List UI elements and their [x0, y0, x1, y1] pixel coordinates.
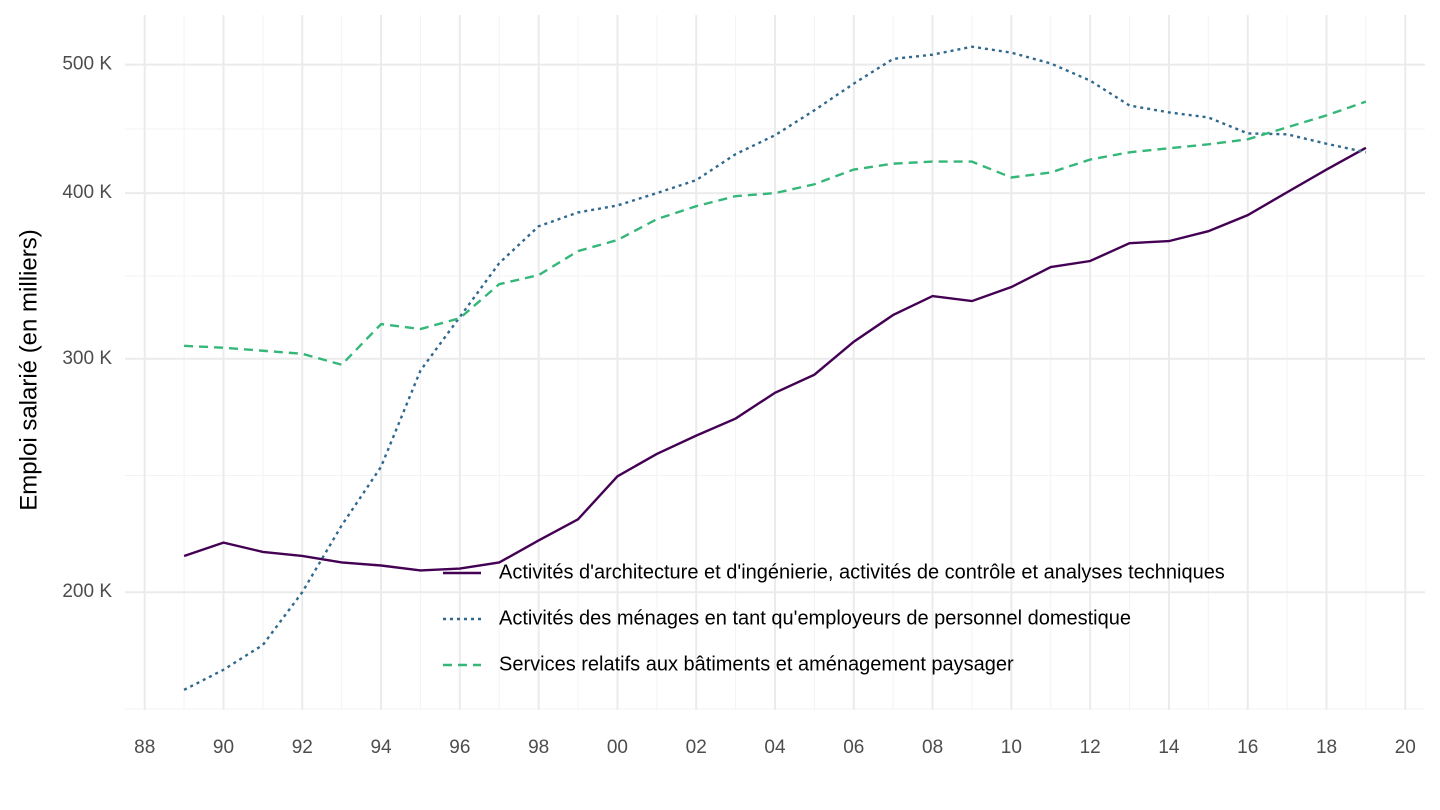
series-line: [184, 100, 1367, 367]
x-tick-label: 06: [843, 737, 864, 758]
x-tick-label: 20: [1395, 737, 1416, 758]
x-tick-label: 96: [449, 737, 470, 758]
series-line: [183, 45, 1367, 691]
y-axis-title: Emploi salarié (en milliers): [15, 229, 42, 510]
x-tick-label: 08: [922, 737, 943, 758]
x-tick-label: 10: [1001, 737, 1022, 758]
x-tick-label: 04: [764, 737, 786, 758]
y-tick-label: 500 K: [62, 54, 112, 75]
x-tick-label: 12: [1080, 737, 1101, 758]
x-tick-label: 94: [370, 737, 392, 758]
x-tick-label: 02: [686, 737, 707, 758]
y-tick-label: 200 K: [62, 581, 112, 602]
legend-label: Services relatifs aux bâtiments et aména…: [499, 653, 1014, 675]
y-tick-label: 300 K: [62, 348, 112, 369]
x-tick-label: 92: [292, 737, 313, 758]
legend-label: Activités des ménages en tant qu'employe…: [499, 607, 1131, 629]
x-tick-label: 14: [1158, 737, 1180, 758]
legend-label: Activités d'architecture et d'ingénierie…: [499, 561, 1225, 583]
x-tick-label: 98: [528, 737, 549, 758]
x-tick-label: 18: [1316, 737, 1337, 758]
y-tick-label: 400 K: [62, 182, 112, 203]
x-tick-label: 16: [1237, 737, 1258, 758]
x-tick-label: 90: [213, 737, 234, 758]
series-line: [183, 146, 1367, 572]
x-tick-label: 88: [134, 737, 155, 758]
x-tick-label: 00: [607, 737, 628, 758]
